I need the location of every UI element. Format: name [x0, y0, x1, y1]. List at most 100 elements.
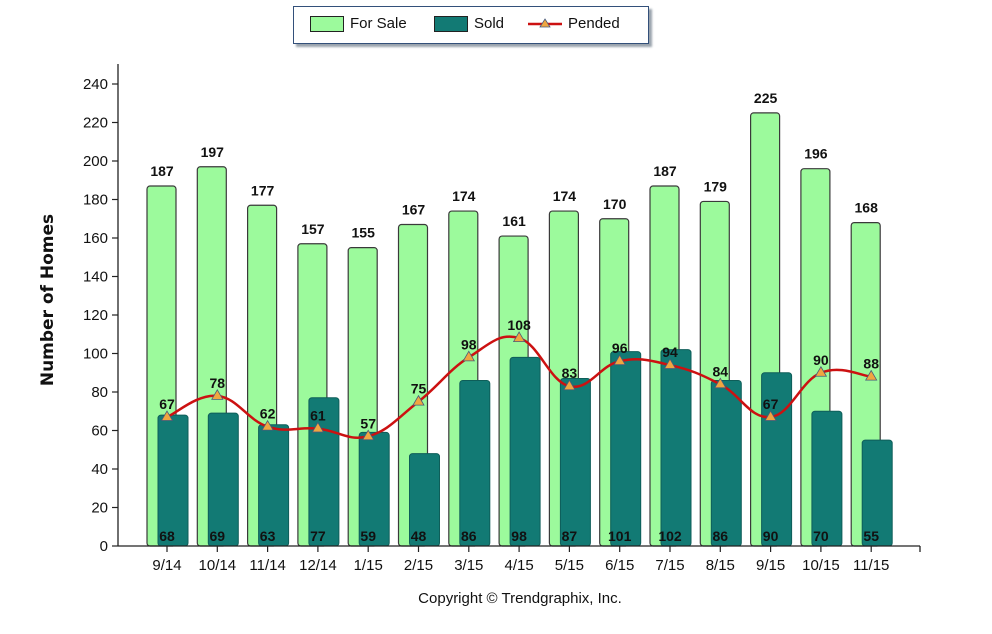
y-tick-label: 120: [83, 307, 108, 324]
pended-marker: [613, 354, 626, 366]
x-tick-label: 5/15: [555, 557, 584, 574]
sold-value-label: 101: [608, 528, 632, 544]
y-tick-label: 20: [91, 500, 108, 517]
x-tick-label: 11/14: [249, 557, 285, 574]
sold-bar: [660, 349, 692, 547]
pended-value-label: 98: [461, 336, 477, 352]
pended-value-label: 75: [411, 381, 427, 397]
x-tick-label: 10/15: [802, 557, 840, 574]
pended-value-label: 84: [713, 363, 729, 379]
sold-value-label: 87: [562, 528, 578, 544]
sold-bars: [157, 349, 893, 547]
x-tick-label: 2/15: [404, 557, 433, 574]
sold-bar: [207, 412, 239, 547]
legend: For Sale Sold Pended: [293, 6, 649, 44]
x-tick-label: 11/15: [853, 557, 889, 574]
sold-value-label: 86: [713, 528, 729, 544]
pended-marker: [311, 421, 325, 433]
pended-value-label: 62: [260, 406, 276, 422]
copyright-text: Copyright © Trendgraphix, Inc.: [418, 590, 622, 607]
pended-value-label: 67: [159, 396, 175, 412]
pended-marker: [764, 410, 777, 421]
legend-item-pended[interactable]: Pended: [528, 15, 620, 32]
sold-value-label: 55: [863, 528, 879, 544]
x-tick-label: 6/15: [605, 557, 634, 574]
for-sale-swatch-icon: [310, 15, 344, 32]
y-axis-label: Number of Homes: [38, 213, 58, 387]
pended-marker: [865, 369, 878, 381]
legend-label-for-sale: For Sale: [350, 15, 407, 32]
pended-marker: [261, 419, 274, 431]
for-sale-value-label: 197: [201, 144, 225, 160]
sold-bar: [610, 351, 642, 547]
x-tick-label: 8/15: [706, 557, 735, 574]
y-tick-label: 160: [83, 230, 108, 247]
pended-marker: [663, 358, 677, 369]
sold-value-label: 98: [511, 528, 527, 544]
sold-value-label: 77: [310, 528, 326, 544]
legend-item-sold[interactable]: Sold: [434, 15, 504, 32]
sold-bar: [559, 378, 591, 547]
sold-value-label: 86: [461, 528, 477, 544]
for-sale-value-label: 157: [301, 221, 325, 237]
y-tick-label: 240: [83, 76, 108, 93]
for-sale-value-label: 196: [804, 146, 828, 162]
data-labels: 187 197 177 157 155 167 174 161 174 170 187 179 225 1…: [150, 90, 879, 544]
pended-marker: [814, 365, 828, 377]
pended-marker: [211, 389, 224, 400]
sold-value-label: 70: [813, 528, 829, 544]
pended-marker: [362, 429, 375, 441]
sold-bar: [710, 379, 742, 547]
pended-marker: [563, 379, 576, 391]
sold-bar: [157, 414, 189, 547]
pended-value-label: 67: [763, 396, 779, 412]
sold-swatch-icon: [434, 15, 468, 32]
pended-value-label: 88: [863, 356, 879, 372]
for-sale-value-label: 187: [150, 163, 174, 179]
pended-marker: [714, 377, 727, 389]
pended-line-marker-icon: [528, 17, 562, 27]
pended-value-label: 94: [662, 344, 678, 360]
for-sale-value-label: 225: [754, 90, 778, 106]
x-tick-label: 1/15: [354, 557, 383, 574]
x-tick-label: 7/15: [655, 557, 684, 574]
legend-label-pended: Pended: [568, 15, 620, 32]
y-tick-label: 180: [83, 192, 108, 209]
legend-item-for-sale[interactable]: For Sale: [310, 15, 407, 32]
for-sale-value-label: 174: [553, 188, 577, 204]
pended-value-label: 96: [612, 340, 628, 356]
x-tick-label: 12/14: [299, 557, 337, 574]
for-sale-value-label: 155: [352, 225, 376, 241]
sold-bar: [811, 410, 843, 547]
sold-value-label: 48: [411, 528, 427, 544]
y-tick-label: 80: [91, 384, 108, 401]
x-tick-label: 4/15: [504, 557, 533, 574]
y-tick-label: 0: [100, 538, 108, 555]
for-sale-value-label: 170: [603, 196, 627, 212]
pended-value-label: 108: [507, 317, 531, 333]
for-sale-value-label: 161: [502, 213, 526, 229]
pended-marker: [160, 410, 174, 421]
pended-value-label: 61: [310, 408, 326, 424]
for-sale-value-label: 187: [653, 163, 677, 179]
y-tick-label: 200: [83, 153, 108, 170]
x-tick-label: 10/14: [199, 557, 237, 574]
sold-value-label: 69: [210, 528, 226, 544]
y-tick-label: 220: [83, 115, 108, 132]
pended-value-label: 57: [360, 415, 376, 431]
sold-value-label: 59: [360, 528, 376, 544]
sold-bar: [509, 356, 541, 547]
for-sale-value-label: 167: [402, 202, 426, 218]
x-tick-label: 9/15: [756, 557, 785, 574]
pended-marker: [412, 394, 425, 406]
pended-value-label: 83: [562, 365, 578, 381]
y-tick-label: 40: [91, 461, 108, 478]
for-sale-value-label: 174: [452, 188, 476, 204]
pended-value-label: 78: [210, 375, 226, 391]
y-tick-label: 140: [83, 269, 108, 286]
sold-value-label: 68: [159, 528, 175, 544]
y-tick-label: 100: [83, 346, 108, 363]
x-tick-label: 3/15: [454, 557, 483, 574]
pended-marker: [462, 350, 475, 362]
